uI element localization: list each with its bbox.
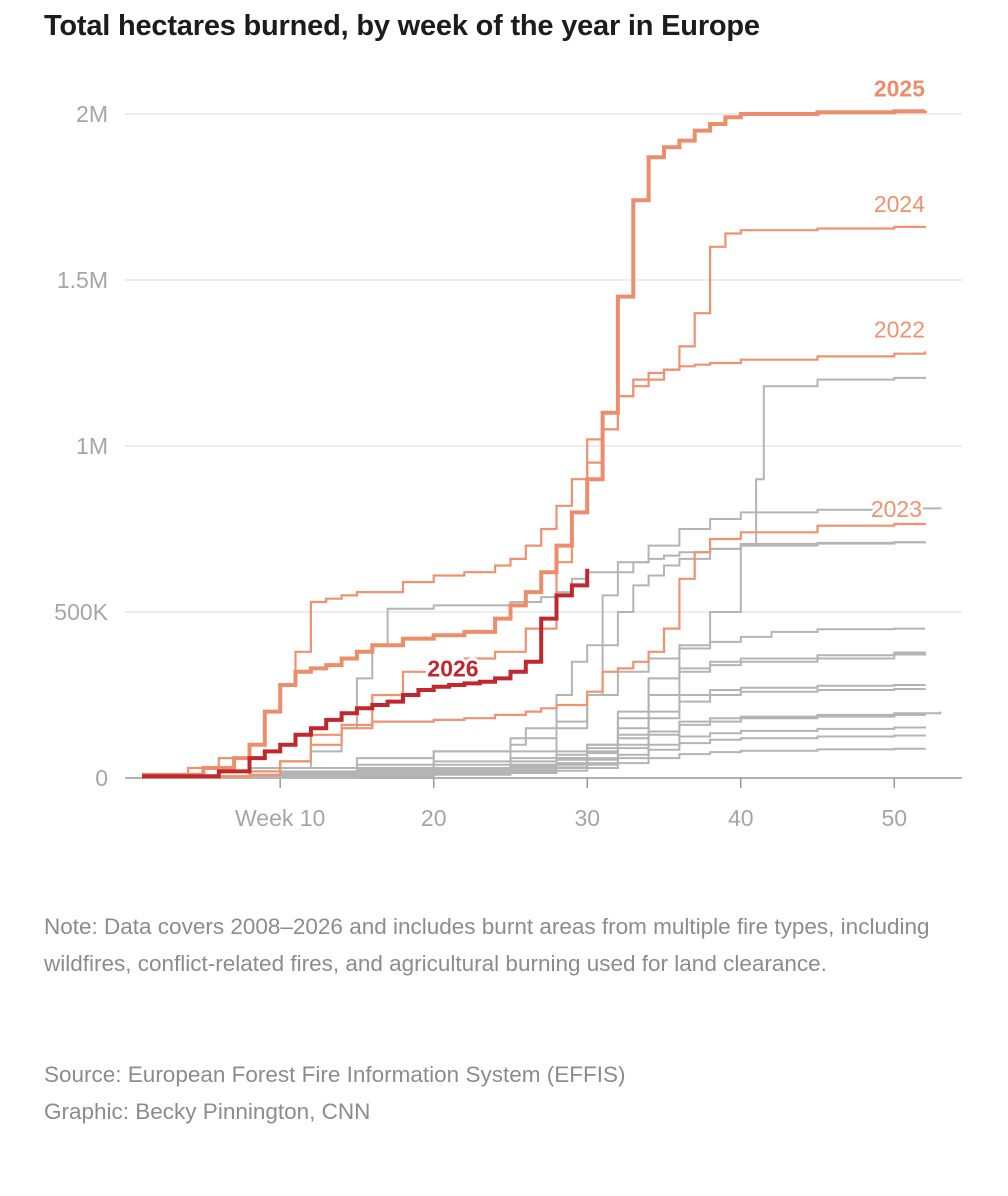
series-lines bbox=[142, 109, 942, 779]
line-chart: 0 500K 1M 1.5M 2M Week 10 20 30 40 50 2025 2024 … bbox=[54, 76, 962, 831]
series-label-2023: 2023 bbox=[871, 496, 922, 522]
chart-title: Total hectares burned, by week of the ye… bbox=[44, 10, 760, 42]
series-label-2026: 2026 bbox=[427, 655, 478, 681]
series-label-2022: 2022 bbox=[874, 316, 925, 342]
y-tick-label: 0 bbox=[95, 765, 108, 791]
series-label-2024: 2024 bbox=[874, 191, 925, 217]
x-tick-label: 40 bbox=[728, 805, 754, 831]
y-axis-ticks: 0 500K 1M 1.5M 2M bbox=[54, 101, 108, 791]
y-tick-label: 500K bbox=[54, 599, 108, 625]
x-tick-label: Week 10 bbox=[235, 805, 325, 831]
series-line-background bbox=[142, 627, 925, 778]
y-tick-label: 1.5M bbox=[57, 267, 108, 293]
series-line-2024 bbox=[142, 225, 927, 778]
x-axis-ticks: Week 10 20 30 40 50 bbox=[235, 778, 907, 831]
x-tick-label: 30 bbox=[574, 805, 600, 831]
x-tick-label: 50 bbox=[881, 805, 907, 831]
y-tick-label: 1M bbox=[76, 433, 108, 459]
source-line: Source: European Forest Fire Information… bbox=[44, 1062, 626, 1087]
series-line-2023 bbox=[142, 522, 927, 779]
x-tick-label: 20 bbox=[421, 805, 447, 831]
gridlines bbox=[125, 113, 962, 779]
series-line-2025 bbox=[142, 109, 927, 777]
series-labels: 2025 2024 2022 2023 2026 bbox=[424, 76, 925, 685]
y-tick-label: 2M bbox=[76, 101, 108, 127]
series-line-background bbox=[142, 651, 926, 778]
series-line-background bbox=[142, 747, 926, 779]
chart-credits: Source: European Forest Fire Information… bbox=[44, 1056, 974, 1130]
series-label-2025: 2025 bbox=[874, 76, 925, 102]
chart-note: Note: Data covers 2008–2026 and includes… bbox=[44, 914, 930, 976]
graphic-credit: Graphic: Becky Pinnington, CNN bbox=[44, 1099, 371, 1124]
series-line-2026 bbox=[142, 568, 590, 779]
